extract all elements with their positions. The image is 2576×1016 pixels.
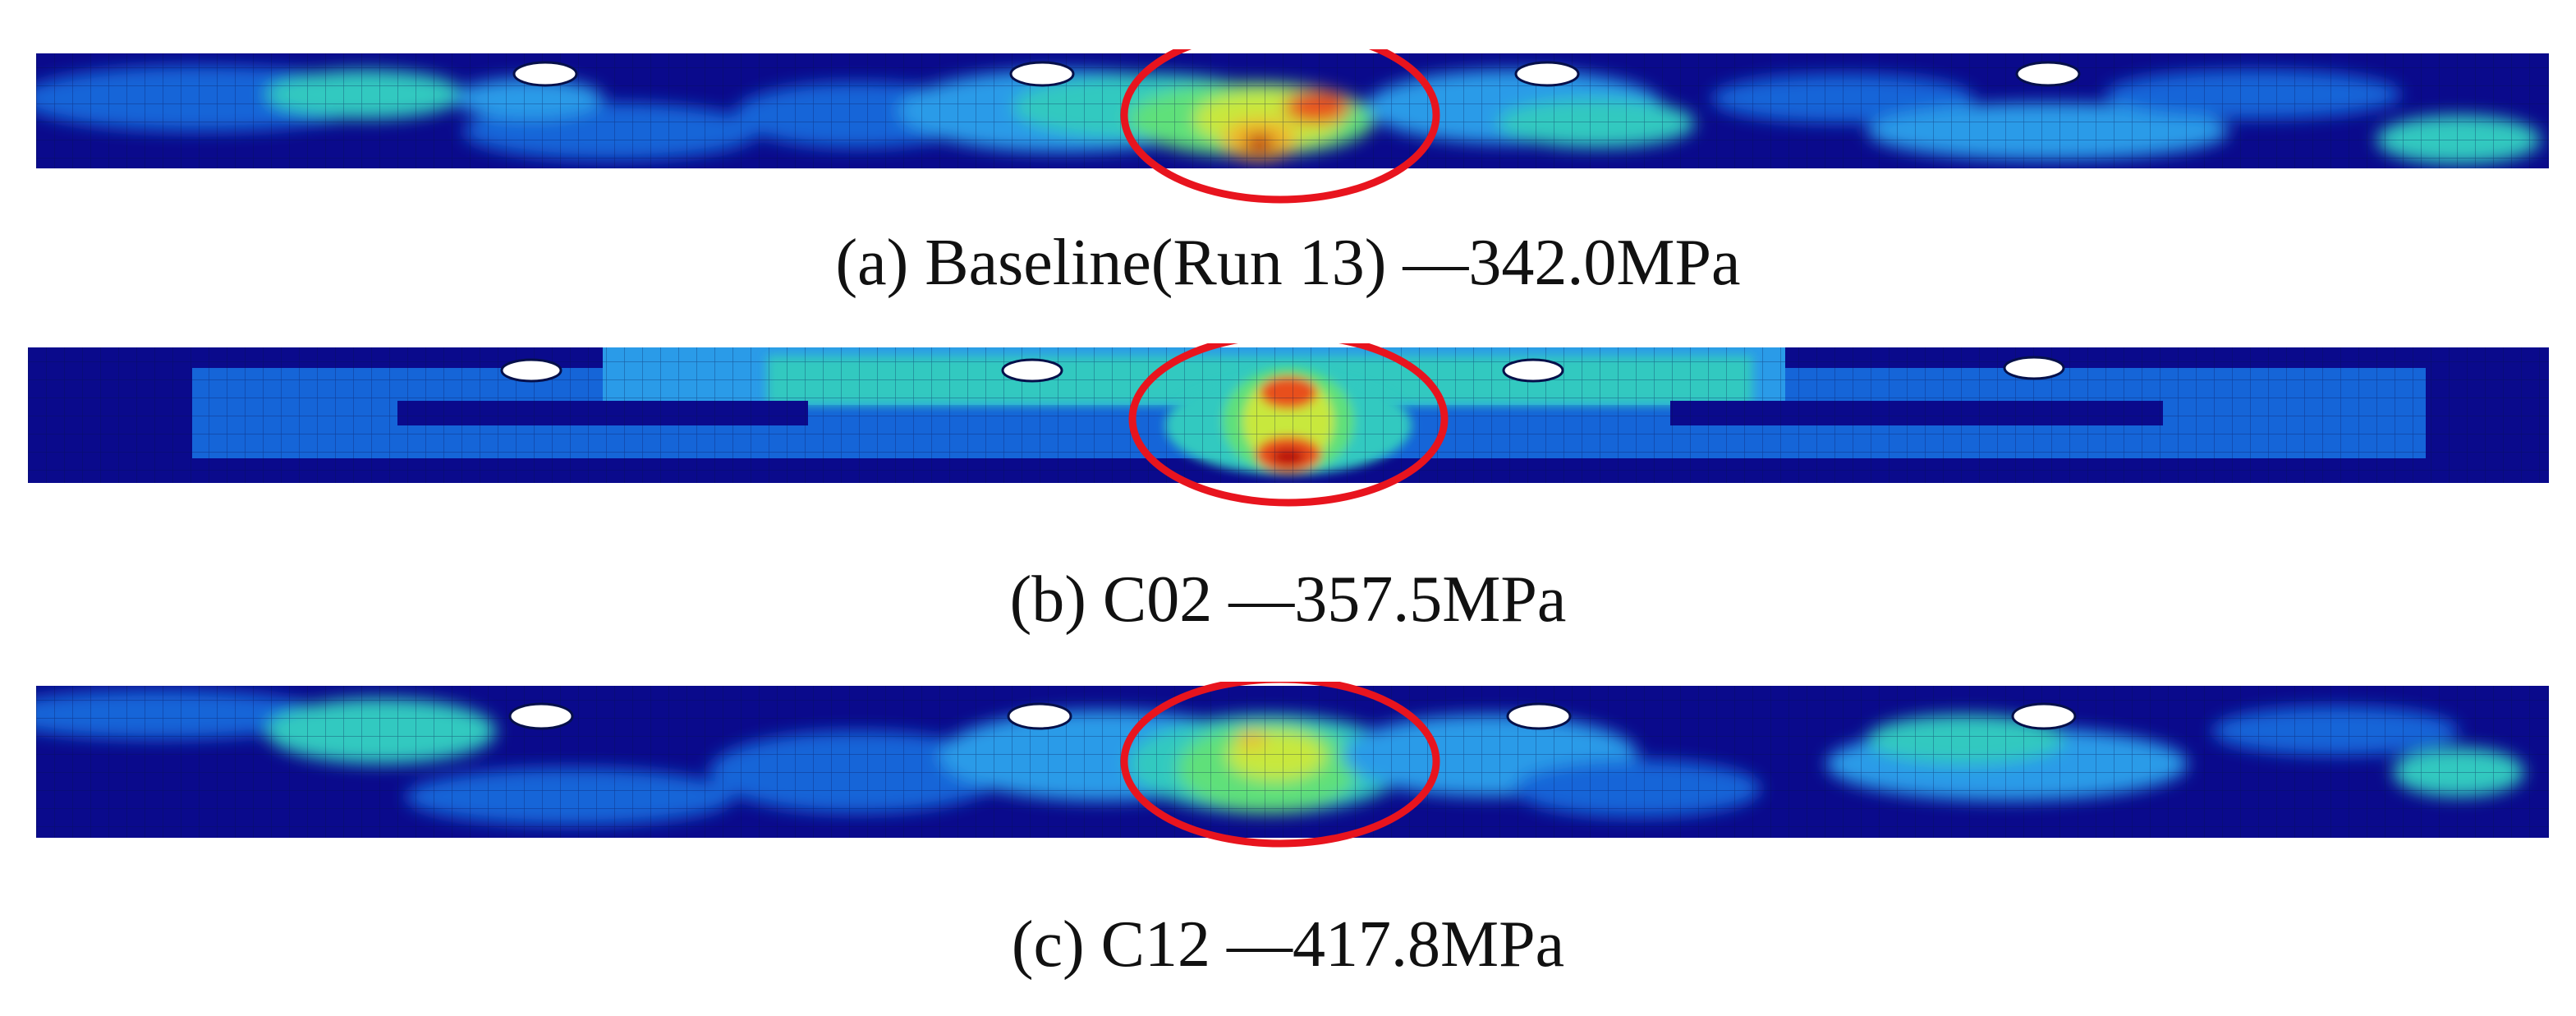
hole-2 <box>1007 702 1072 730</box>
highlight-ellipse <box>1120 49 1440 204</box>
hole-2 <box>1009 61 1075 87</box>
contour-plot-c12 <box>36 682 2549 854</box>
hole-1 <box>512 61 578 87</box>
caption-c02: (b) C02 —357.5MPa <box>1009 563 1567 636</box>
hole-3 <box>1502 358 1564 383</box>
hole-1 <box>508 702 574 730</box>
contour-plot-c02 <box>28 343 2549 516</box>
contour-plot-baseline <box>36 49 2549 205</box>
hole-3 <box>1514 61 1580 87</box>
caption-c12: (c) C12 —417.8MPa <box>1011 908 1565 981</box>
hole-2 <box>1001 358 1063 383</box>
hole-3 <box>1506 702 1572 730</box>
highlight-ellipse <box>1120 682 1440 848</box>
hole-4 <box>2003 356 2065 380</box>
hole-1 <box>500 358 562 383</box>
highlight-ellipse <box>1128 343 1449 507</box>
caption-baseline: (a) Baseline(Run 13) —342.0MPa <box>835 227 1741 299</box>
hole-4 <box>2015 61 2081 87</box>
hole-4 <box>2011 702 2077 730</box>
